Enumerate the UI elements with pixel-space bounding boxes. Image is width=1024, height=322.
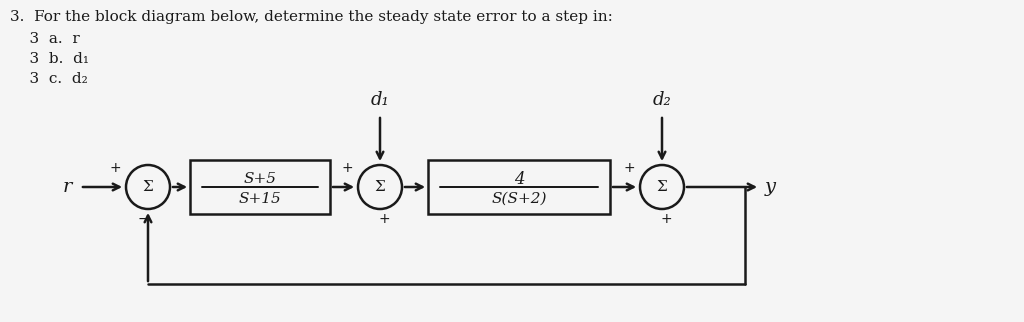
Text: r: r (62, 178, 72, 196)
Text: 3.  For the block diagram below, determine the steady state error to a step in:: 3. For the block diagram below, determin… (10, 10, 613, 24)
Text: 3  a.  r: 3 a. r (10, 32, 80, 46)
Text: Σ: Σ (656, 180, 668, 194)
Text: 3  c.  d₂: 3 c. d₂ (10, 72, 88, 86)
Text: +: + (660, 212, 672, 226)
Text: S+15: S+15 (239, 192, 282, 206)
Bar (428, 160, 610, 214)
Text: S+5: S+5 (244, 172, 276, 186)
Bar (190, 160, 330, 214)
Text: d₁: d₁ (371, 91, 389, 109)
Text: +: + (341, 161, 353, 175)
Text: d₂: d₂ (652, 91, 672, 109)
Text: Σ: Σ (375, 180, 385, 194)
Text: y: y (765, 178, 776, 196)
Text: +: + (624, 161, 635, 175)
Text: Σ: Σ (142, 180, 154, 194)
Text: S(S+2): S(S+2) (492, 192, 547, 206)
Text: 4: 4 (514, 171, 524, 187)
Text: 3  b.  d₁: 3 b. d₁ (10, 52, 89, 66)
Text: +: + (378, 212, 390, 226)
Text: +: + (110, 161, 121, 175)
Text: −: − (137, 212, 148, 226)
